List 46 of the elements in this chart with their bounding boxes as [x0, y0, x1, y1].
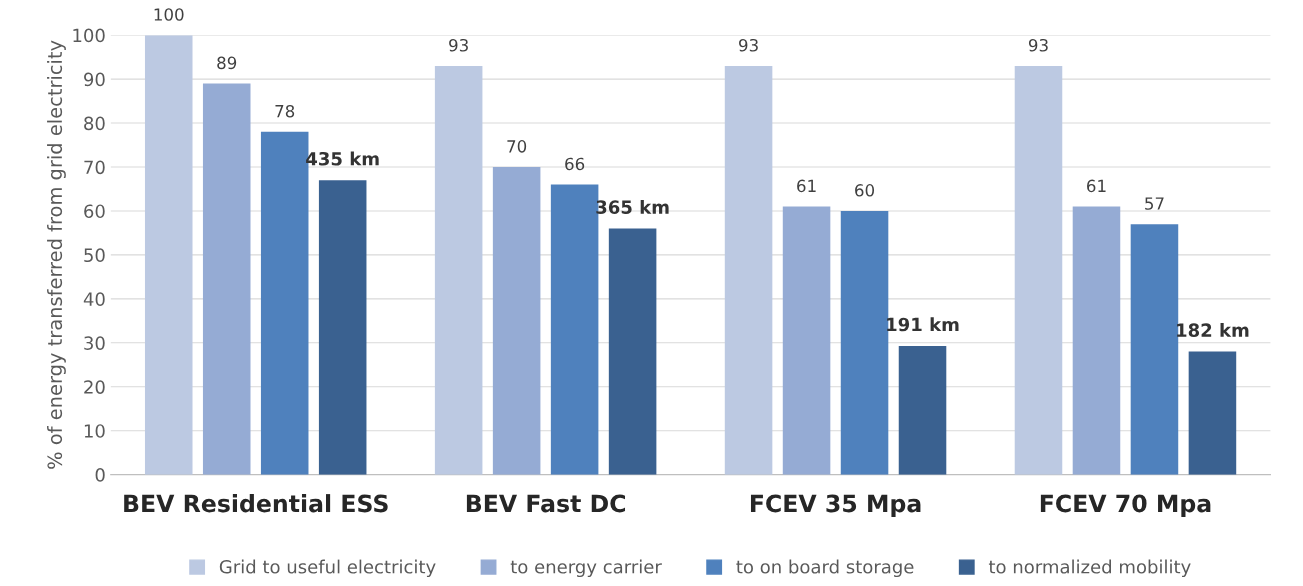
bar [318, 180, 367, 475]
bar [782, 206, 831, 475]
y-tick-label: 0 [95, 468, 105, 482]
legend-label: to normalized mobility [988, 559, 1191, 578]
data-label: 93 [739, 38, 758, 52]
y-tick-label: 70 [84, 160, 105, 175]
data-label: 61 [1087, 179, 1106, 193]
data-label: 70 [507, 140, 527, 153]
x-tick-label: BEV Fast DC [466, 494, 626, 513]
bar [1130, 224, 1179, 475]
y-tick-label: 100 [73, 28, 105, 43]
bar [1072, 206, 1121, 475]
bar [724, 65, 773, 475]
legend-label: Grid to useful electricity [219, 559, 436, 578]
y-tick-label: 30 [84, 336, 105, 350]
x-tick-label: FCEV 35 Mpa [750, 494, 921, 517]
y-tick-label: 40 [83, 292, 105, 306]
bar [492, 167, 541, 475]
data-label: 57 [1145, 197, 1164, 210]
bar [144, 35, 193, 475]
bar [202, 83, 251, 475]
data-label: 100 [154, 8, 184, 21]
bar [840, 210, 889, 475]
legend-label: to energy carrier [510, 559, 662, 578]
bar [608, 228, 657, 475]
y-tick-label: 10 [84, 424, 105, 438]
data-label: 61 [797, 179, 816, 193]
bar [434, 65, 483, 475]
y-tick-label: 60 [84, 204, 105, 219]
y-tick-label: 90 [84, 72, 105, 87]
bar [1188, 351, 1237, 475]
x-tick-label: BEV Residential ESS [124, 494, 388, 513]
data-label: 60 [855, 184, 875, 197]
data-label: 66 [565, 157, 585, 171]
y-tick-label: 50 [84, 248, 105, 263]
legend-label: to on board storage [736, 559, 914, 578]
data-label: 93 [1028, 38, 1048, 52]
x-tick-label: FCEV 70 Mpa [1040, 494, 1211, 517]
y-axis-title: % of energy transferred from grid electricity [47, 40, 66, 469]
bar [1014, 65, 1063, 475]
y-tick-label: 20 [84, 380, 105, 394]
data-label: 89 [217, 56, 237, 70]
data-label: 93 [449, 38, 468, 52]
bar [898, 345, 947, 475]
y-tick-label: 80 [84, 116, 105, 131]
data-label: 78 [275, 104, 295, 118]
